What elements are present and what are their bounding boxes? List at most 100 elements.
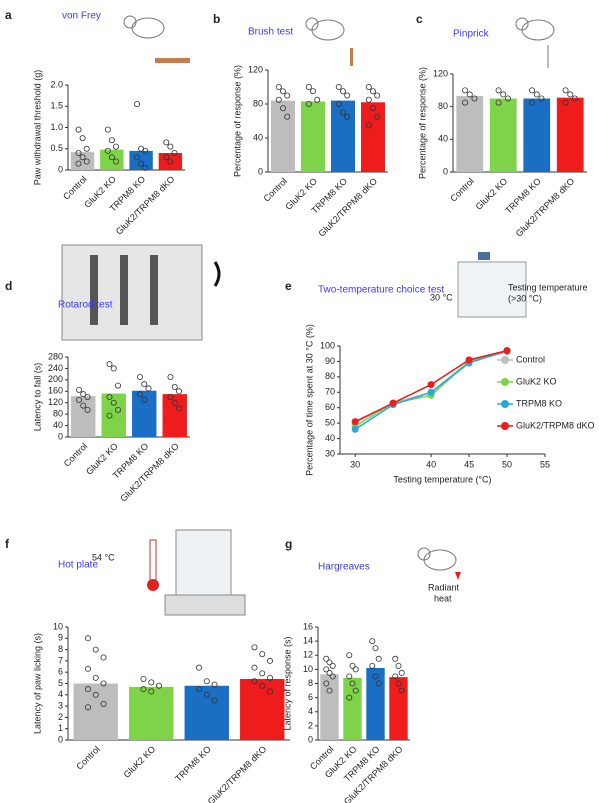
bar [320,674,339,740]
data-point [323,655,330,662]
data-point [369,662,376,669]
data-point [134,154,141,161]
data-point [84,393,91,400]
data-point [156,682,163,689]
data-point [167,143,174,150]
y-axis-label: Percentage of time spent at 30 °C (%) [304,324,314,476]
data-point [365,84,372,91]
y-tick-label: 10 [53,621,63,631]
bar [71,396,96,437]
data-point [323,680,330,687]
data-point [349,680,356,687]
data-point [106,393,113,400]
y-tick-label: 120 [248,64,263,74]
y-tick-label: 4 [58,689,63,699]
data-point [167,158,174,165]
data-point [267,688,274,695]
data-point [305,84,312,91]
illustrations [61,15,555,616]
y-tick-label: 0 [58,431,63,441]
data-point [211,681,218,688]
y-tick-label: 14 [303,636,313,646]
data-point [106,412,113,419]
data-point [148,679,155,686]
chart-title: Hot plate [58,560,98,571]
data-point [141,396,148,403]
data-point [100,654,107,661]
x-tick-label: 55 [540,459,550,469]
data-point [148,688,155,695]
y-tick-label: 0.5 [50,143,63,153]
data-point [141,381,148,388]
data-point [374,92,381,99]
chart-title: Two-temperature choice test [318,285,444,296]
y-tick-label: 120 [48,397,63,407]
data-point [108,137,115,144]
y-axis-label: Latency of paw licking (s) [32,633,42,734]
y-tick-label: 2.0 [50,79,63,89]
y-axis-label: Paw withdrawal threshold (g) [32,70,42,186]
y-tick-label: 16 [303,621,313,631]
data-point [346,652,353,659]
bar [184,685,229,740]
y-tick-label: 120 [433,68,448,78]
panel-label: c [416,12,423,26]
x-tick-label: GluK2/TRPM8 dKO [514,176,577,239]
y-tick-label: 1.5 [50,101,63,111]
data-point [309,88,316,95]
data-point [106,361,113,368]
x-tick-label: 30 [350,459,360,469]
series-point [351,418,359,426]
y-tick-label: 80 [325,371,335,381]
y-tick-label: 2 [58,712,63,722]
x-tick-label: Control [74,744,102,772]
data-point [171,399,178,406]
x-tick-label: 45 [464,459,474,469]
data-point [533,91,540,98]
data-point [529,87,536,94]
data-point [171,383,178,390]
data-point [163,154,170,161]
y-axis-label: Latency to fall (s) [32,363,42,432]
data-point [275,96,282,103]
panel-label: b [213,12,220,26]
data-point [375,655,382,662]
data-point [80,391,87,398]
y-tick-label: 0 [258,166,263,176]
legend-swatch [501,400,509,408]
legend-swatch [501,356,509,364]
data-point [203,678,210,685]
data-point [335,84,342,91]
bar [489,98,517,172]
y-tick-label: 280 [48,351,63,361]
annotation: 54 °C [92,552,115,562]
data-point [251,644,258,651]
data-point [259,651,266,658]
y-tick-label: 6 [58,667,63,677]
y-tick-label: 50 [325,418,335,428]
data-point [375,680,382,687]
x-tick-label: Control [61,174,89,202]
x-tick-label: 50 [502,459,512,469]
y-tick-label: 60 [325,402,335,412]
data-point [251,664,258,671]
bar [129,150,153,170]
x-tick-label: 40 [426,459,436,469]
y-tick-label: 7 [58,655,63,665]
data-point [326,659,333,666]
data-point [100,680,107,687]
y-tick-label: 40 [325,433,335,443]
data-point [75,396,82,403]
annotation: 30 °C [430,292,453,302]
y-tick-label: 1 [58,723,63,733]
data-point [349,662,356,669]
x-tick-label: TRPM8 KO [173,744,213,784]
data-point [374,113,381,120]
panel-label: g [285,537,292,551]
data-point [140,675,147,682]
data-point [365,96,372,103]
bar [343,677,362,740]
data-point [369,638,376,645]
data-point [279,88,286,95]
